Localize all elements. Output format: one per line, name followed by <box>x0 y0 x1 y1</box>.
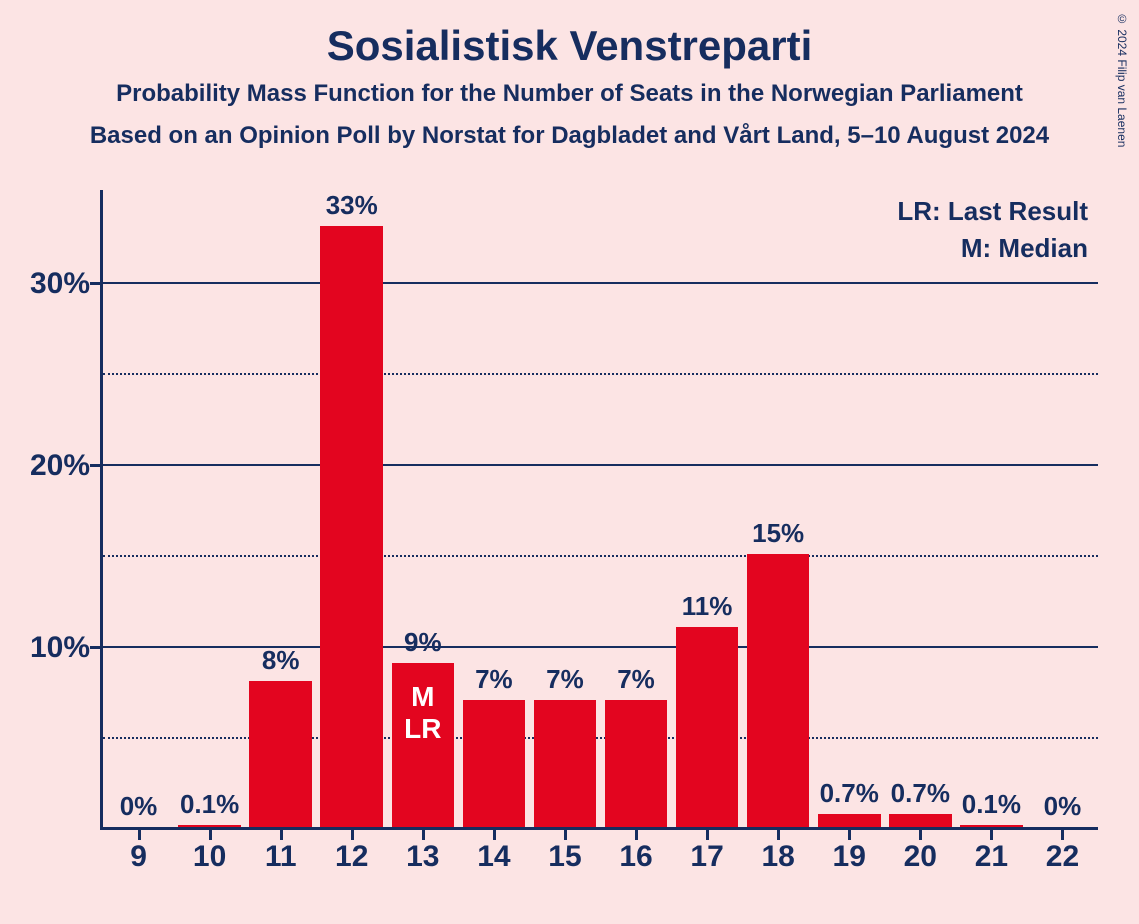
x-tick <box>919 830 922 840</box>
bar-value-label: 15% <box>747 518 810 549</box>
bar: 7% <box>605 700 668 827</box>
x-tick <box>209 830 212 840</box>
chart-subtitle-1: Probability Mass Function for the Number… <box>0 80 1139 108</box>
bar-value-label: 7% <box>463 664 526 695</box>
x-tick <box>422 830 425 840</box>
bar: 0.1% <box>178 825 241 827</box>
x-axis-label: 15 <box>529 840 600 874</box>
x-axis-label: 22 <box>1027 840 1098 874</box>
bar-value-label: 0.7% <box>889 778 952 809</box>
bar: 15% <box>747 554 810 827</box>
bar: 0.7% <box>818 814 881 827</box>
bar-value-label: 11% <box>676 591 739 622</box>
chart-plot-area: LR: Last Result M: Median 0%0.1%8%33%9%M… <box>100 190 1098 830</box>
chart-title: Sosialistisk Venstreparti <box>0 0 1139 70</box>
x-axis-label: 14 <box>458 840 529 874</box>
chart-subtitle-2: Based on an Opinion Poll by Norstat for … <box>0 122 1139 150</box>
bar: 9%MLR <box>392 663 455 827</box>
bar: 7% <box>534 700 597 827</box>
y-axis-label: 30% <box>0 267 90 301</box>
bar-annotation: MLR <box>392 681 455 745</box>
x-tick <box>990 830 993 840</box>
copyright-text: © 2024 Filip van Laenen <box>1115 12 1129 147</box>
x-axis-label: 21 <box>956 840 1027 874</box>
x-axis-label: 13 <box>387 840 458 874</box>
y-tick <box>90 282 100 285</box>
bar-value-label: 0% <box>107 791 170 822</box>
x-axis-label: 16 <box>601 840 672 874</box>
bar: 0.7% <box>889 814 952 827</box>
x-tick <box>564 830 567 840</box>
x-axis-label: 11 <box>245 840 316 874</box>
bar-value-label: 0.7% <box>818 778 881 809</box>
x-axis-label: 12 <box>316 840 387 874</box>
y-tick <box>90 646 100 649</box>
bar-value-label: 8% <box>249 645 312 676</box>
y-tick <box>90 464 100 467</box>
bar-value-label: 7% <box>605 664 668 695</box>
bar-value-label: 7% <box>534 664 597 695</box>
bar-value-label: 0.1% <box>960 789 1023 820</box>
bar-value-label: 0% <box>1031 791 1094 822</box>
x-tick <box>493 830 496 840</box>
x-tick <box>848 830 851 840</box>
bar-value-label: 0.1% <box>178 789 241 820</box>
x-axis-label: 18 <box>743 840 814 874</box>
bar-value-label: 33% <box>320 190 383 221</box>
x-tick <box>1061 830 1064 840</box>
bar-value-label: 9% <box>392 627 455 658</box>
x-tick <box>777 830 780 840</box>
y-axis-label: 20% <box>0 449 90 483</box>
x-axis-label: 19 <box>814 840 885 874</box>
bar: 0.1% <box>960 825 1023 827</box>
x-tick <box>280 830 283 840</box>
bar: 33% <box>320 226 383 827</box>
x-axis <box>100 827 1098 830</box>
x-axis-label: 9 <box>103 840 174 874</box>
y-axis-label: 10% <box>0 631 90 665</box>
x-tick <box>635 830 638 840</box>
x-axis-label: 17 <box>672 840 743 874</box>
bar: 11% <box>676 627 739 827</box>
bar: 7% <box>463 700 526 827</box>
bars-container: 0%0.1%8%33%9%MLR7%7%7%11%15%0.7%0.7%0.1%… <box>103 190 1098 827</box>
x-tick <box>138 830 141 840</box>
x-axis-label: 20 <box>885 840 956 874</box>
x-tick <box>706 830 709 840</box>
x-tick <box>351 830 354 840</box>
x-axis-label: 10 <box>174 840 245 874</box>
bar: 8% <box>249 681 312 827</box>
